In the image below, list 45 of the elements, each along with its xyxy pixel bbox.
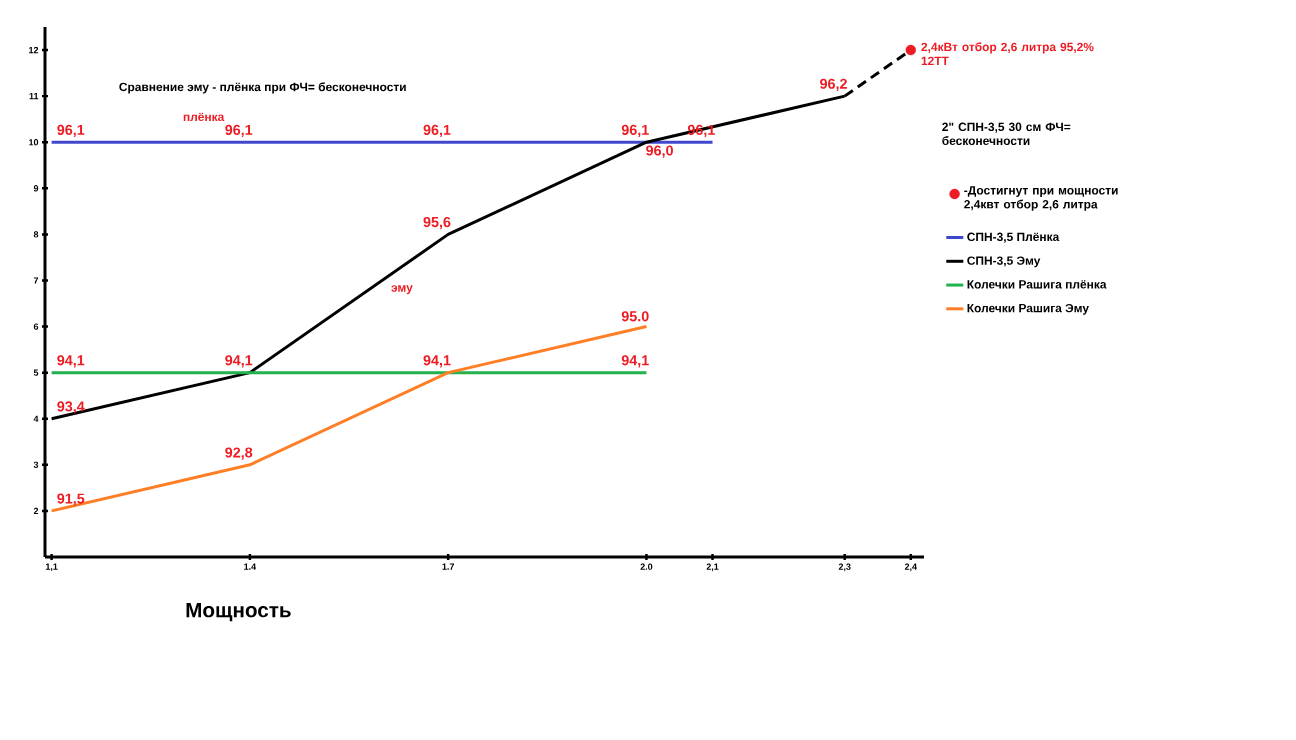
y-tick-label: 6 [33, 323, 39, 330]
annotation: 94,1 [225, 355, 253, 368]
legend-label: Колечки Рашига Эму [967, 303, 1089, 315]
y-tick-label: 7 [33, 277, 39, 284]
x-tick-label: 2,3 [838, 563, 851, 572]
legend-label: СПН-3,5 Эму [967, 256, 1041, 268]
y-tick-label: 8 [33, 231, 39, 238]
annotation: эму [391, 285, 413, 295]
y-tick-label: 3 [33, 461, 39, 468]
text: -Достигнут при мощности 2,4квт отбор 2,6 литра [964, 186, 1118, 211]
annotation: 94,1 [57, 355, 85, 368]
line-series [50, 325, 648, 513]
x-tick-label: 2.0 [640, 563, 653, 570]
x-tick-label: 1.4 [244, 563, 257, 570]
annotation: 95,6 [423, 216, 451, 230]
x-tick-label: 2,4 [904, 563, 917, 572]
annotation: 96,1 [621, 124, 649, 138]
legend-label: Колечки Рашига плёнка [967, 280, 1107, 289]
annotation: 91,5 [57, 493, 85, 506]
y-tick-label: 11 [29, 93, 39, 100]
annotation: 94,1 [423, 355, 451, 368]
y-tick-label: 12 [29, 46, 39, 54]
annotation: 93,4 [57, 401, 85, 414]
y-tick-label: 5 [33, 369, 39, 376]
annotation: 96,1 [57, 124, 85, 138]
annotation: 92,8 [225, 447, 253, 460]
y-tick-label: 4 [33, 415, 39, 422]
annotation: 94,1 [621, 355, 649, 368]
annotation: 96,1 [225, 124, 253, 138]
y-tick-label: 2 [33, 507, 39, 515]
x-tick-label: 1,1 [45, 563, 58, 572]
annotation: 96,2 [820, 78, 847, 91]
text: Сравнение эму - плёнка при ФЧ= бесконечности [119, 82, 406, 94]
x-axis-title: Мощность [186, 602, 291, 622]
x-tick-label: 1.7 [442, 563, 454, 570]
annotation: 96,0 [646, 145, 673, 158]
y-tick-label: 9 [33, 185, 39, 192]
text: 2" СПН-3,5 30 см ФЧ= бесконечности [942, 122, 1071, 145]
annotation: 96,1 [423, 124, 451, 138]
annotation: 95.0 [621, 311, 649, 322]
legend-label: СПН-3,5 Плёнка [967, 232, 1060, 243]
x-tick-label: 2,1 [706, 563, 719, 572]
y-tick-label: 10 [29, 139, 39, 146]
annotation: плёнка [183, 112, 225, 122]
annotation: 2,4кВт отбор 2,6 литра 95,2% 12ТТ [921, 42, 1094, 65]
